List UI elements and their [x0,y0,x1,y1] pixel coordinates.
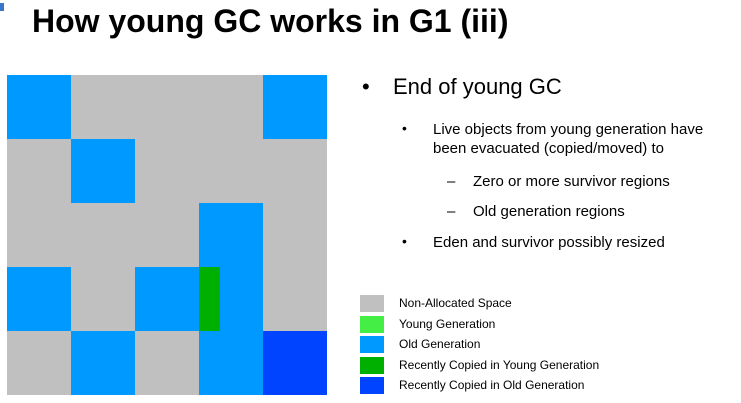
bullet-dot-icon: • [362,74,370,99]
legend-swatch [360,315,384,333]
bullet-sub-1-line-2: been evacuated (copied/moved) to [433,140,664,157]
heap-region-grid [7,75,327,395]
heap-region-cell [263,75,327,139]
heap-region-cell [263,267,327,331]
heap-region-cell [135,75,199,139]
bullet-dot-icon: • [402,120,407,136]
heap-region-cell [71,75,135,139]
heap-region-cell [199,267,263,331]
legend-swatch [360,377,384,394]
legend-item: Young Generation [360,315,660,336]
legend-label: Recently Copied in Old Generation [399,378,585,392]
heap-region-cell [263,331,327,395]
dash-item-survivor: Zero or more survivor regions [473,173,670,190]
bullet-dot-icon: • [402,233,407,249]
heap-region-cell [135,267,199,331]
slide-title: How young GC works in G1 (iii) [32,3,509,39]
heap-region-cell [199,203,263,267]
legend-swatch [360,295,384,312]
heap-region-cell [71,203,135,267]
heap-region-cell [7,331,71,395]
heap-region-cell [199,331,263,395]
heap-region-cell [135,139,199,203]
bullet-sub-1-line-1: Live objects from young generation have [433,121,704,138]
legend-label: Recently Copied in Young Generation [399,357,600,372]
legend-item: Recently Copied in Young Generation [360,356,660,377]
legend-label: Non-Allocated Space [399,296,512,310]
heap-region-cell [199,139,263,203]
heap-region-cell [199,75,263,139]
heap-region-cell [135,331,199,395]
heap-region-cell [263,139,327,203]
heap-region-cell [71,267,135,331]
bullet-main: End of young GC [393,74,562,99]
corner-marker-icon [0,3,4,11]
heap-region-cell [7,75,71,139]
dash-item-old-gen: Old generation regions [473,203,625,220]
heap-region-cell [135,203,199,267]
legend-label: Young Generation [399,316,496,331]
legend-item: Old Generation [360,336,660,356]
heap-region-cell [71,139,135,203]
heap-region-cell [71,331,135,395]
heap-region-cell [7,139,71,203]
dash-icon: – [447,203,456,220]
heap-region-cell [263,203,327,267]
heap-region-cell [7,267,71,331]
legend-swatch [360,336,384,353]
heap-region-cell [7,203,71,267]
bullet-sub-2: Eden and survivor possibly resized [433,234,665,251]
legend-label: Old Generation [399,337,481,351]
legend-swatch [360,356,384,374]
dash-icon: – [447,173,456,190]
recently-copied-young-strip [199,267,220,331]
legend-item: Recently Copied in Old Generation [360,377,660,397]
legend-item: Non-Allocated Space [360,295,660,315]
